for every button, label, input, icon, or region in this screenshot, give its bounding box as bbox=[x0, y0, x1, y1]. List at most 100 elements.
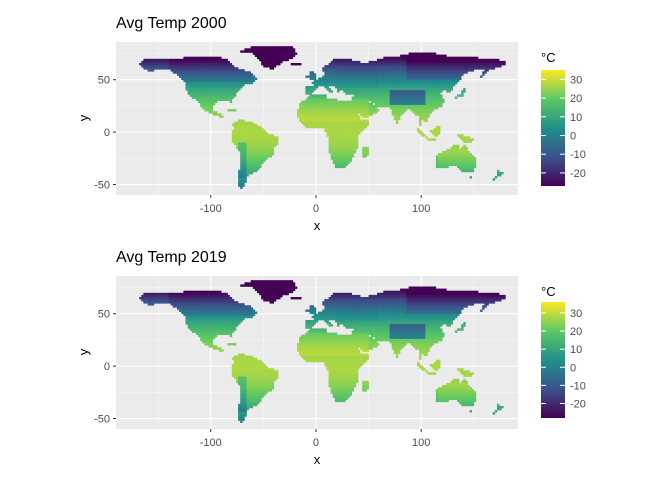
temp-cell bbox=[186, 303, 188, 305]
temp-cell bbox=[238, 122, 240, 124]
temp-cell bbox=[432, 305, 434, 307]
temp-cell bbox=[299, 111, 301, 113]
temp-cell bbox=[207, 57, 209, 59]
temp-cell bbox=[324, 109, 326, 111]
temp-cell bbox=[198, 69, 200, 71]
temp-cell bbox=[303, 122, 305, 124]
temp-cell bbox=[183, 305, 185, 307]
temp-cell bbox=[373, 65, 375, 67]
temp-cell bbox=[204, 105, 206, 107]
temp-cell bbox=[436, 107, 438, 109]
temp-cell bbox=[480, 76, 482, 78]
temp-cell bbox=[392, 86, 394, 88]
temp-cell bbox=[421, 97, 423, 99]
temp-cell bbox=[209, 63, 211, 65]
temp-cell bbox=[261, 162, 263, 164]
temp-cell bbox=[373, 299, 375, 301]
temp-cell bbox=[209, 80, 211, 82]
temp-cell bbox=[253, 280, 255, 282]
temp-cell bbox=[331, 82, 333, 84]
temp-cell bbox=[251, 143, 253, 145]
temp-cell bbox=[390, 297, 392, 299]
temp-cell bbox=[486, 295, 488, 297]
temp-cell bbox=[343, 80, 345, 82]
temp-cell bbox=[482, 297, 484, 299]
temp-cell bbox=[335, 305, 337, 307]
temp-cell bbox=[329, 73, 331, 75]
temp-cell bbox=[263, 282, 265, 284]
temp-cell bbox=[438, 155, 440, 157]
temp-cell bbox=[428, 111, 430, 113]
temp-cell bbox=[444, 82, 446, 84]
temp-cell bbox=[253, 170, 255, 172]
temp-cell bbox=[173, 63, 175, 65]
temp-cell bbox=[367, 82, 369, 84]
temp-cell bbox=[242, 136, 244, 138]
temp-cell bbox=[158, 299, 160, 301]
temp-cell bbox=[404, 73, 406, 75]
temp-cell bbox=[308, 86, 310, 88]
temp-cell bbox=[398, 107, 400, 109]
temp-cell bbox=[345, 109, 347, 111]
temp-cell bbox=[356, 80, 358, 82]
temp-cell bbox=[362, 82, 364, 84]
temp-cell bbox=[223, 71, 225, 73]
temp-cell bbox=[244, 134, 246, 136]
temp-cell bbox=[455, 78, 457, 80]
temp-cell bbox=[360, 120, 362, 122]
temp-cell bbox=[225, 69, 227, 71]
temp-cell bbox=[419, 69, 421, 71]
temp-cell bbox=[428, 84, 430, 86]
temp-cell bbox=[301, 120, 303, 122]
temp-cell bbox=[413, 99, 415, 101]
temp-cell bbox=[360, 94, 362, 96]
temp-cell bbox=[430, 90, 432, 92]
temp-cell bbox=[259, 287, 261, 289]
temp-cell bbox=[451, 80, 453, 82]
temp-cell bbox=[259, 162, 261, 164]
temp-cell bbox=[276, 280, 278, 282]
temp-cell bbox=[417, 105, 419, 107]
temp-cell bbox=[242, 185, 244, 187]
temp-cell bbox=[276, 143, 278, 145]
temp-cell bbox=[333, 149, 335, 151]
temp-cell bbox=[337, 143, 339, 145]
temp-cell bbox=[209, 78, 211, 80]
temp-cell bbox=[274, 299, 276, 301]
temp-cell bbox=[409, 289, 411, 291]
temp-cell bbox=[468, 295, 470, 297]
temp-cell bbox=[291, 284, 293, 286]
temp-cell bbox=[337, 138, 339, 140]
temp-cell bbox=[390, 84, 392, 86]
temp-cell bbox=[268, 136, 270, 138]
temp-cell bbox=[249, 138, 251, 140]
temp-cell bbox=[251, 124, 253, 126]
temp-cell bbox=[463, 90, 465, 92]
temp-cell bbox=[478, 299, 480, 301]
temp-cell bbox=[221, 78, 223, 80]
temp-cell bbox=[476, 63, 478, 65]
temp-cell bbox=[291, 291, 293, 293]
temp-cell bbox=[375, 86, 377, 88]
temp-cell bbox=[219, 299, 221, 301]
temp-cell bbox=[331, 113, 333, 115]
temp-cell bbox=[432, 293, 434, 295]
temp-cell bbox=[440, 157, 442, 159]
temp-cell bbox=[379, 299, 381, 301]
temp-cell bbox=[444, 289, 446, 291]
temp-cell bbox=[465, 291, 467, 293]
temp-cell bbox=[188, 71, 190, 73]
temp-cell bbox=[202, 57, 204, 59]
temp-cell bbox=[228, 297, 230, 299]
temp-cell bbox=[472, 69, 474, 71]
temp-cell bbox=[341, 105, 343, 107]
temp-cell bbox=[398, 69, 400, 71]
temp-cell bbox=[476, 293, 478, 295]
temp-cell bbox=[341, 82, 343, 84]
temp-cell bbox=[261, 280, 263, 282]
temp-cell bbox=[425, 291, 427, 293]
temp-cell bbox=[486, 299, 488, 301]
temp-cell bbox=[442, 59, 444, 61]
temp-cell bbox=[148, 65, 150, 67]
